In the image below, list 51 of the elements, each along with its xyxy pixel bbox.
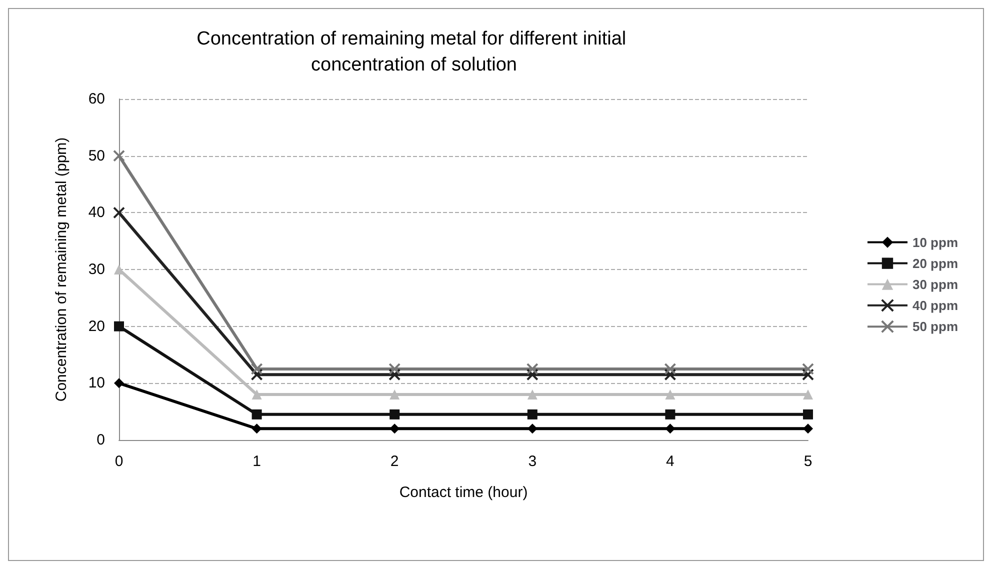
point bbox=[388, 362, 401, 375]
point bbox=[252, 409, 262, 420]
point bbox=[664, 362, 676, 375]
point bbox=[252, 424, 262, 434]
y-tick-label: 30 bbox=[88, 261, 105, 278]
point bbox=[665, 409, 676, 420]
point bbox=[803, 409, 813, 420]
legend-label: 40 ppm bbox=[912, 298, 958, 313]
legend-label: 30 ppm bbox=[912, 276, 958, 292]
point bbox=[390, 409, 400, 420]
y-tick-label: 10 bbox=[88, 374, 105, 392]
point bbox=[526, 362, 538, 375]
point bbox=[388, 368, 401, 381]
point bbox=[802, 368, 814, 381]
x-tick-label: 5 bbox=[804, 453, 812, 470]
y-tick-label: 0 bbox=[96, 432, 105, 448]
point bbox=[527, 409, 538, 420]
point bbox=[803, 390, 813, 400]
point bbox=[803, 424, 813, 434]
legend-label: 50 ppm bbox=[912, 319, 958, 334]
point bbox=[665, 390, 676, 400]
point bbox=[390, 424, 400, 434]
y-tick-label: 40 bbox=[88, 204, 105, 222]
x-tick-label: 1 bbox=[252, 453, 261, 470]
x-tick-label: 2 bbox=[390, 453, 399, 470]
point bbox=[527, 390, 538, 400]
legend-label: 10 ppm bbox=[912, 234, 958, 250]
x-tick-label: 3 bbox=[528, 453, 537, 470]
point bbox=[114, 378, 124, 388]
point bbox=[114, 264, 124, 274]
point bbox=[113, 206, 125, 219]
y-tick-label: 20 bbox=[88, 318, 105, 335]
y-tick-label: 60 bbox=[88, 90, 105, 108]
legend-label: 20 ppm bbox=[912, 256, 958, 271]
point bbox=[802, 362, 814, 375]
chart-title: Concentration of remaining metal for different initial concentration of solution bbox=[196, 28, 632, 76]
point bbox=[250, 368, 263, 381]
point bbox=[113, 150, 125, 162]
point bbox=[114, 321, 124, 332]
point bbox=[526, 368, 538, 381]
point bbox=[664, 368, 676, 381]
point bbox=[390, 390, 400, 400]
y-axis-title: Concentration of remaining metal (ppm) bbox=[53, 137, 70, 402]
point bbox=[250, 362, 263, 375]
point bbox=[252, 390, 262, 400]
y-tick-label: 50 bbox=[88, 147, 105, 164]
x-tick-label: 4 bbox=[666, 453, 674, 470]
point bbox=[665, 424, 676, 434]
point bbox=[527, 424, 538, 434]
x-axis-title: Contact time (hour) bbox=[399, 484, 528, 501]
x-tick-label: 0 bbox=[114, 453, 124, 470]
